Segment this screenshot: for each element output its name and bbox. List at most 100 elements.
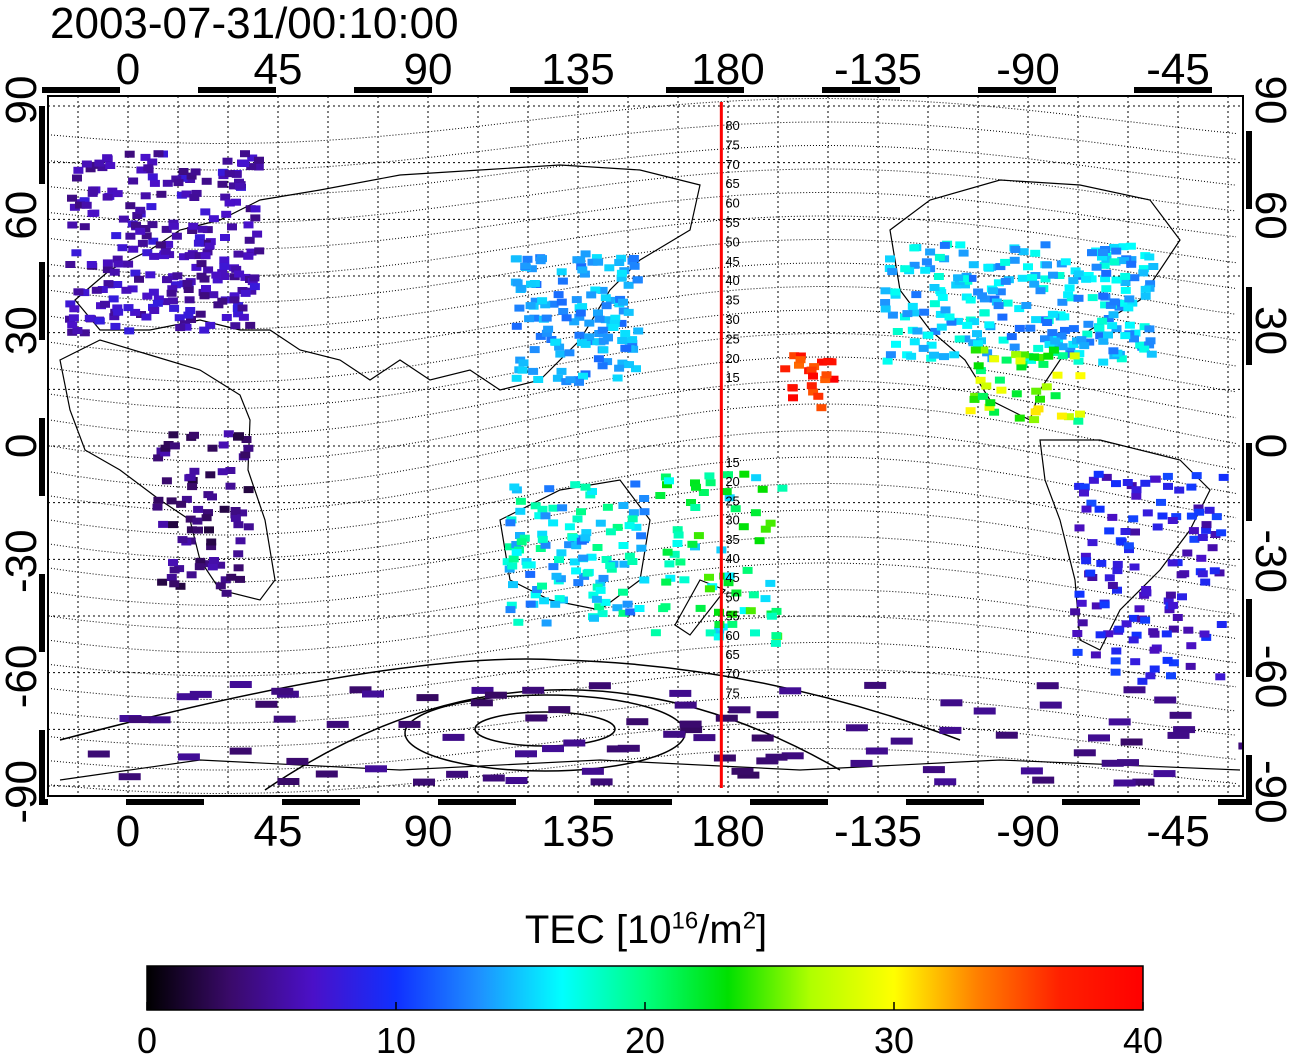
tec-cell <box>81 201 92 209</box>
tec-cell <box>958 275 969 283</box>
tec-cell <box>1137 677 1148 685</box>
tec-cell <box>887 311 898 319</box>
tec-cell <box>530 591 541 599</box>
tec-cell <box>185 307 196 314</box>
tec-cell <box>1100 275 1111 283</box>
tec-cell <box>530 502 541 510</box>
colorbar-tick-label: 10 <box>376 1020 416 1057</box>
tec-cell <box>808 372 818 380</box>
tec-cell <box>1098 292 1109 300</box>
tec-cell <box>1063 413 1074 421</box>
tec-cell <box>1112 586 1122 594</box>
tec-cell <box>662 548 673 556</box>
tec-cell <box>1122 479 1133 486</box>
tec-cell <box>665 574 676 582</box>
tec-cell <box>153 150 164 158</box>
map-area[interactable]: 80 75 70 65 60 55 50 45 40 35 30 25 20 15 15 20 25 30 35 40… <box>48 96 1260 796</box>
tec-cell <box>737 771 760 779</box>
tec-cell <box>189 467 200 475</box>
tec-cell <box>598 346 609 354</box>
tec-cell <box>714 608 724 616</box>
tec-cell <box>149 179 160 187</box>
tec-cell <box>326 720 349 728</box>
tec-cell <box>191 189 202 197</box>
tec-cell <box>225 482 236 490</box>
tec-cell <box>781 752 804 760</box>
tec-cell <box>169 442 180 450</box>
tec-cell <box>690 479 700 487</box>
tec-cell <box>795 356 806 364</box>
tec-cell <box>813 392 824 400</box>
tec-cell <box>134 275 144 283</box>
tec-cell <box>698 489 709 496</box>
tec-cell <box>511 541 522 548</box>
tec-cell <box>94 317 105 325</box>
tec-cell <box>1002 299 1013 307</box>
tec-cell <box>556 298 567 306</box>
tec-cell <box>750 629 760 637</box>
tec-cell <box>1112 567 1123 575</box>
magnetic-latitude-curve <box>48 615 1237 677</box>
tec-cell <box>221 589 232 597</box>
tec-cell <box>1110 668 1121 676</box>
tec-cell <box>1029 353 1040 361</box>
x-tick-label-top: -90 <box>996 45 1060 94</box>
tec-cell <box>201 177 212 185</box>
tec-cell <box>1081 557 1092 565</box>
magnetic-latitude-label: 75 <box>725 137 739 152</box>
tec-cluster-north-america <box>880 240 1159 366</box>
tec-cell <box>661 578 672 586</box>
tec-cell <box>1103 331 1113 339</box>
tec-cell <box>240 150 250 158</box>
tec-cell <box>600 316 611 324</box>
tec-cell <box>1031 387 1042 395</box>
tec-cell <box>1148 263 1159 270</box>
tec-cell <box>969 318 980 326</box>
tec-cell <box>541 619 552 627</box>
tec-cell <box>554 343 565 351</box>
tec-cell <box>960 335 971 343</box>
tec-cell <box>1218 473 1229 481</box>
tec-cell <box>922 766 945 774</box>
tec-cell <box>1020 767 1043 775</box>
tec-cell <box>135 206 146 214</box>
tec-cell <box>1068 277 1079 285</box>
tec-cell <box>247 154 258 162</box>
tec-cell <box>1114 303 1125 311</box>
tec-cell <box>564 349 575 357</box>
tec-cluster-new-zealand <box>650 470 788 647</box>
tec-cell <box>243 523 254 531</box>
tec-cell <box>220 193 231 201</box>
tec-cell <box>588 682 611 690</box>
tec-cell <box>1048 271 1058 279</box>
tec-cell <box>1125 242 1136 250</box>
tec-cell <box>1173 726 1196 734</box>
tec-cell <box>1103 630 1114 638</box>
tec-cell <box>1201 526 1212 534</box>
magnetic-latitude-label: 70 <box>725 666 739 681</box>
tec-cell <box>1025 324 1036 332</box>
tec-cell <box>1021 302 1032 309</box>
tec-cell <box>1109 298 1120 306</box>
tec-cell <box>564 523 575 531</box>
colorbar-tick-label: 0 <box>137 1020 157 1057</box>
tec-cell <box>1074 590 1085 598</box>
tec-cell <box>178 168 189 175</box>
tec-cell <box>207 493 217 501</box>
tec-cell <box>751 474 762 482</box>
tec-cell <box>756 757 779 765</box>
tec-cell <box>508 555 519 563</box>
tec-cell <box>67 221 78 229</box>
tec-cell <box>581 529 592 537</box>
tec-cell <box>1150 475 1161 483</box>
tec-cell <box>201 285 211 292</box>
tec-cell <box>160 444 171 452</box>
tec-cell <box>561 314 572 322</box>
tec-cluster-australia <box>502 480 650 627</box>
tec-cell <box>548 300 559 308</box>
tec-cell <box>471 686 494 694</box>
tec-cell <box>618 588 628 596</box>
tec-cell <box>205 471 216 479</box>
tec-cell <box>1090 651 1101 659</box>
